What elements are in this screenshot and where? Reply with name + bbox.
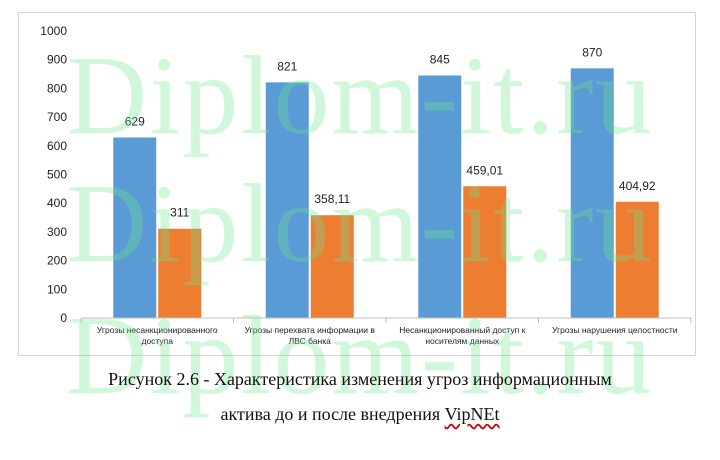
caption-text: актива до и после внедрения <box>220 404 445 424</box>
data-label-series-2-cat-3: 459,01 <box>466 163 503 177</box>
y-tick-label-0: 0 <box>60 311 67 325</box>
bar-series-2-cat-4 <box>615 201 659 318</box>
y-tick-label-4: 400 <box>47 196 67 210</box>
y-tick-label-6: 600 <box>47 139 67 153</box>
bar-series-2-cat-1 <box>158 228 202 318</box>
bar-series-1-cat-4 <box>570 68 614 318</box>
bar-series-2-cat-3 <box>463 186 507 318</box>
x-category-label-1: Угрозы несанкционированного доступа <box>97 325 218 346</box>
y-tick-label-5: 500 <box>47 168 67 182</box>
bar-series-1-cat-3 <box>418 75 462 318</box>
x-category-label-line: носителям данных <box>425 336 500 346</box>
y-tick-label-7: 700 <box>47 110 67 124</box>
y-tick-label-10: 1000 <box>40 24 67 38</box>
bar-series-1-cat-1 <box>113 137 157 318</box>
bar-series-1-cat-2 <box>265 82 309 318</box>
x-category-label-line: Угрозы перехвата информации в <box>245 325 376 335</box>
y-tick-label-9: 900 <box>47 53 67 67</box>
chart-frame: 0 100 200 300 400 500 600 700 800 900 1000 629 821 84… <box>18 12 696 356</box>
y-tick-label-8: 800 <box>47 81 67 95</box>
y-tick-label-3: 300 <box>47 225 67 239</box>
x-category-label-line: Угрозы нарушения целостности <box>552 325 678 335</box>
data-label-series-1-cat-3: 845 <box>430 52 450 66</box>
data-label-series-1-cat-2: 821 <box>277 59 297 73</box>
caption-vipnet: VipNEt <box>444 404 500 424</box>
figure-caption-line-1: Рисунок 2.6 - Характеристика изменения у… <box>108 369 612 389</box>
figure-caption-line-2: актива до и после внедрения VipNEt <box>0 404 720 425</box>
data-label-series-1-cat-4: 870 <box>582 45 602 59</box>
y-tick-label-1: 100 <box>47 282 67 296</box>
data-label-series-1-cat-1: 629 <box>125 114 145 128</box>
x-category-label-3: Несанкционированный доступ к носителям да… <box>399 325 525 346</box>
y-tick-label-2: 200 <box>47 254 67 268</box>
x-category-label-line: Угрозы несанкционированного <box>97 325 218 335</box>
x-category-label-4: Угрозы нарушения целостности <box>552 325 678 335</box>
x-category-label-2: Угрозы перехвата информации в ЛВС банка <box>245 325 376 346</box>
x-category-label-line: доступа <box>141 336 173 346</box>
bar-series-2-cat-2 <box>310 215 354 318</box>
data-label-series-2-cat-1: 311 <box>170 206 189 220</box>
data-label-series-2-cat-4: 404,92 <box>619 179 656 193</box>
bar-chart: 0 100 200 300 400 500 600 700 800 900 1000 629 821 84… <box>40 24 692 346</box>
data-label-series-2-cat-2: 358,11 <box>314 192 350 206</box>
x-category-label-line: ЛВС банка <box>289 336 331 346</box>
x-category-label-line: Несанкционированный доступ к <box>399 325 525 335</box>
